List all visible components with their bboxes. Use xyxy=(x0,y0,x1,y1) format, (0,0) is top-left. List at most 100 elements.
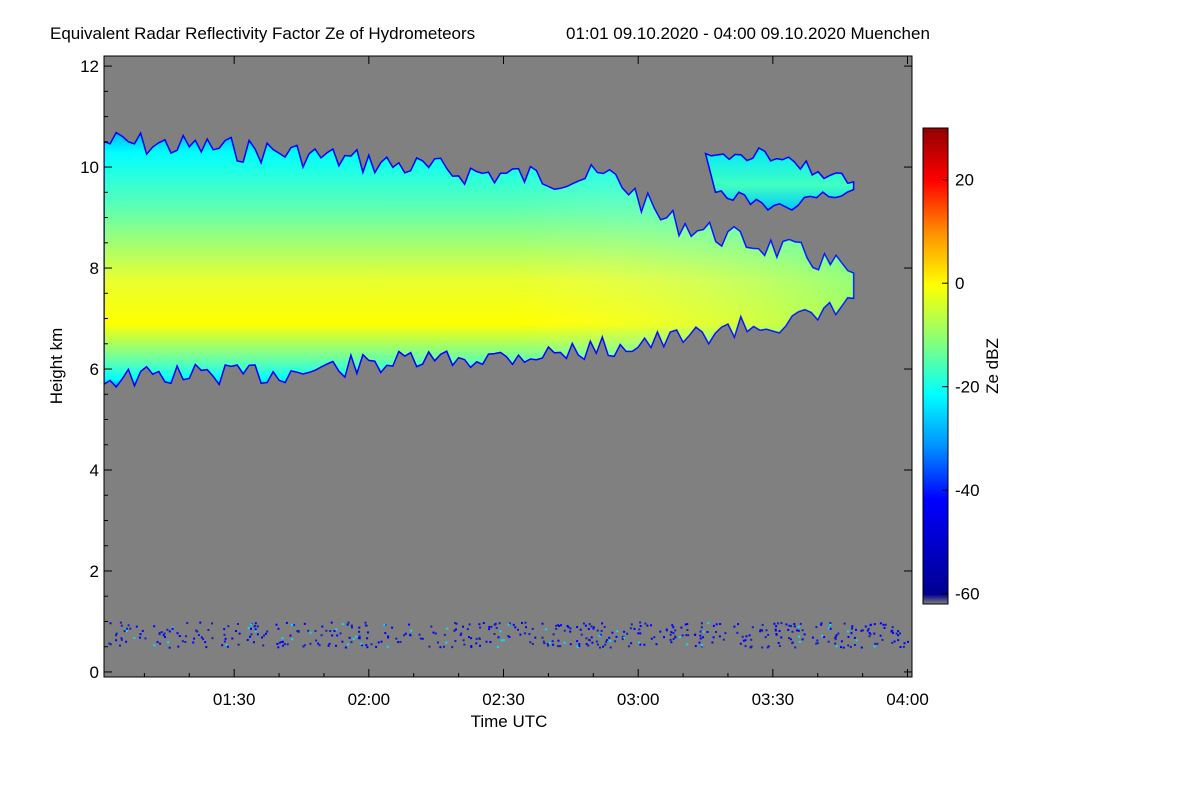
noise-pixel xyxy=(488,628,491,631)
noise-pixel xyxy=(163,632,166,635)
noise-pixel xyxy=(126,627,128,630)
noise-pixel xyxy=(633,627,636,630)
noise-pixel xyxy=(694,633,697,636)
noise-pixel xyxy=(701,644,703,647)
noise-pixel xyxy=(184,641,187,643)
noise-pixel xyxy=(897,634,900,637)
y-tick-label: 0 xyxy=(90,663,99,682)
colorbar-tick-label: -40 xyxy=(955,481,980,500)
noise-pixel xyxy=(548,642,551,644)
noise-pixel xyxy=(336,634,339,637)
noise-pixel xyxy=(699,630,702,633)
noise-pixel xyxy=(156,641,159,644)
noise-pixel xyxy=(237,643,240,646)
noise-pixel xyxy=(749,646,752,649)
noise-pixel xyxy=(700,622,703,625)
noise-pixel xyxy=(699,637,702,640)
noise-pixel xyxy=(855,639,858,642)
noise-pixel xyxy=(335,628,338,631)
noise-pixel xyxy=(854,644,856,646)
noise-pixel xyxy=(289,634,292,637)
noise-pixel xyxy=(176,632,179,635)
noise-pixel xyxy=(135,625,138,628)
noise-pixel xyxy=(542,640,545,643)
noise-pixel xyxy=(559,645,562,648)
noise-pixel xyxy=(638,641,641,644)
noise-pixel xyxy=(748,634,751,637)
noise-pixel xyxy=(828,627,830,630)
noise-pixel xyxy=(557,639,560,642)
noise-pixel xyxy=(864,625,867,628)
noise-pixel xyxy=(672,626,675,629)
noise-pixel xyxy=(711,641,714,644)
noise-pixel xyxy=(303,622,306,625)
noise-pixel xyxy=(821,634,824,637)
noise-pixel xyxy=(524,632,526,635)
noise-pixel xyxy=(897,639,900,642)
noise-pixel xyxy=(639,643,642,646)
noise-pixel xyxy=(541,622,544,625)
noise-pixel xyxy=(584,624,587,627)
noise-pixel xyxy=(358,635,361,638)
noise-pixel xyxy=(567,626,570,629)
noise-pixel xyxy=(366,637,369,640)
noise-pixel xyxy=(528,633,531,636)
noise-pixel xyxy=(788,637,790,640)
noise-pixel xyxy=(903,642,906,645)
noise-pixel xyxy=(569,630,572,633)
noise-pixel xyxy=(108,642,111,645)
noise-pixel xyxy=(493,633,496,635)
noise-pixel xyxy=(185,635,187,638)
noise-pixel xyxy=(384,632,387,635)
noise-pixel xyxy=(895,632,898,635)
noise-pixel xyxy=(733,625,736,628)
noise-pixel xyxy=(698,641,701,644)
noise-pixel xyxy=(238,632,241,635)
noise-pixel xyxy=(223,628,226,631)
noise-pixel xyxy=(432,631,435,634)
noise-pixel xyxy=(454,622,457,625)
noise-pixel xyxy=(221,644,224,647)
noise-pixel xyxy=(463,643,466,646)
noise-pixel xyxy=(519,633,522,636)
noise-pixel xyxy=(847,630,849,633)
noise-pixel xyxy=(327,644,330,647)
noise-pixel xyxy=(803,633,806,636)
noise-pixel xyxy=(455,628,457,631)
noise-pixel xyxy=(712,624,715,627)
noise-pixel xyxy=(329,630,332,632)
noise-pixel xyxy=(307,629,310,632)
x-axis-label: Time UTC xyxy=(471,712,548,731)
noise-pixel xyxy=(764,636,767,639)
noise-pixel xyxy=(883,626,886,629)
noise-pixel xyxy=(321,625,324,628)
noise-pixel xyxy=(621,638,624,641)
noise-pixel xyxy=(159,642,162,645)
noise-pixel xyxy=(873,645,876,648)
noise-pixel xyxy=(596,629,599,632)
noise-pixel xyxy=(869,633,872,636)
noise-pixel xyxy=(592,627,595,630)
noise-pixel xyxy=(468,636,470,639)
noise-pixel xyxy=(493,623,496,626)
noise-pixel xyxy=(309,631,312,634)
noise-pixel xyxy=(333,630,336,632)
noise-pixel xyxy=(358,626,361,629)
noise-pixel xyxy=(264,632,267,635)
noise-pixel xyxy=(282,644,285,647)
noise-pixel xyxy=(853,636,856,639)
noise-pixel xyxy=(820,622,823,625)
noise-pixel xyxy=(815,642,818,645)
noise-pixel xyxy=(350,624,353,627)
noise-pixel xyxy=(630,623,633,626)
noise-pixel xyxy=(744,645,747,648)
noise-pixel xyxy=(339,632,342,635)
noise-pixel xyxy=(166,628,169,631)
noise-pixel xyxy=(578,643,581,646)
noise-pixel xyxy=(545,628,548,631)
noise-pixel xyxy=(629,627,632,630)
noise-pixel xyxy=(650,637,653,640)
noise-pixel xyxy=(899,632,901,635)
noise-pixel xyxy=(834,636,837,639)
noise-pixel xyxy=(177,645,180,648)
